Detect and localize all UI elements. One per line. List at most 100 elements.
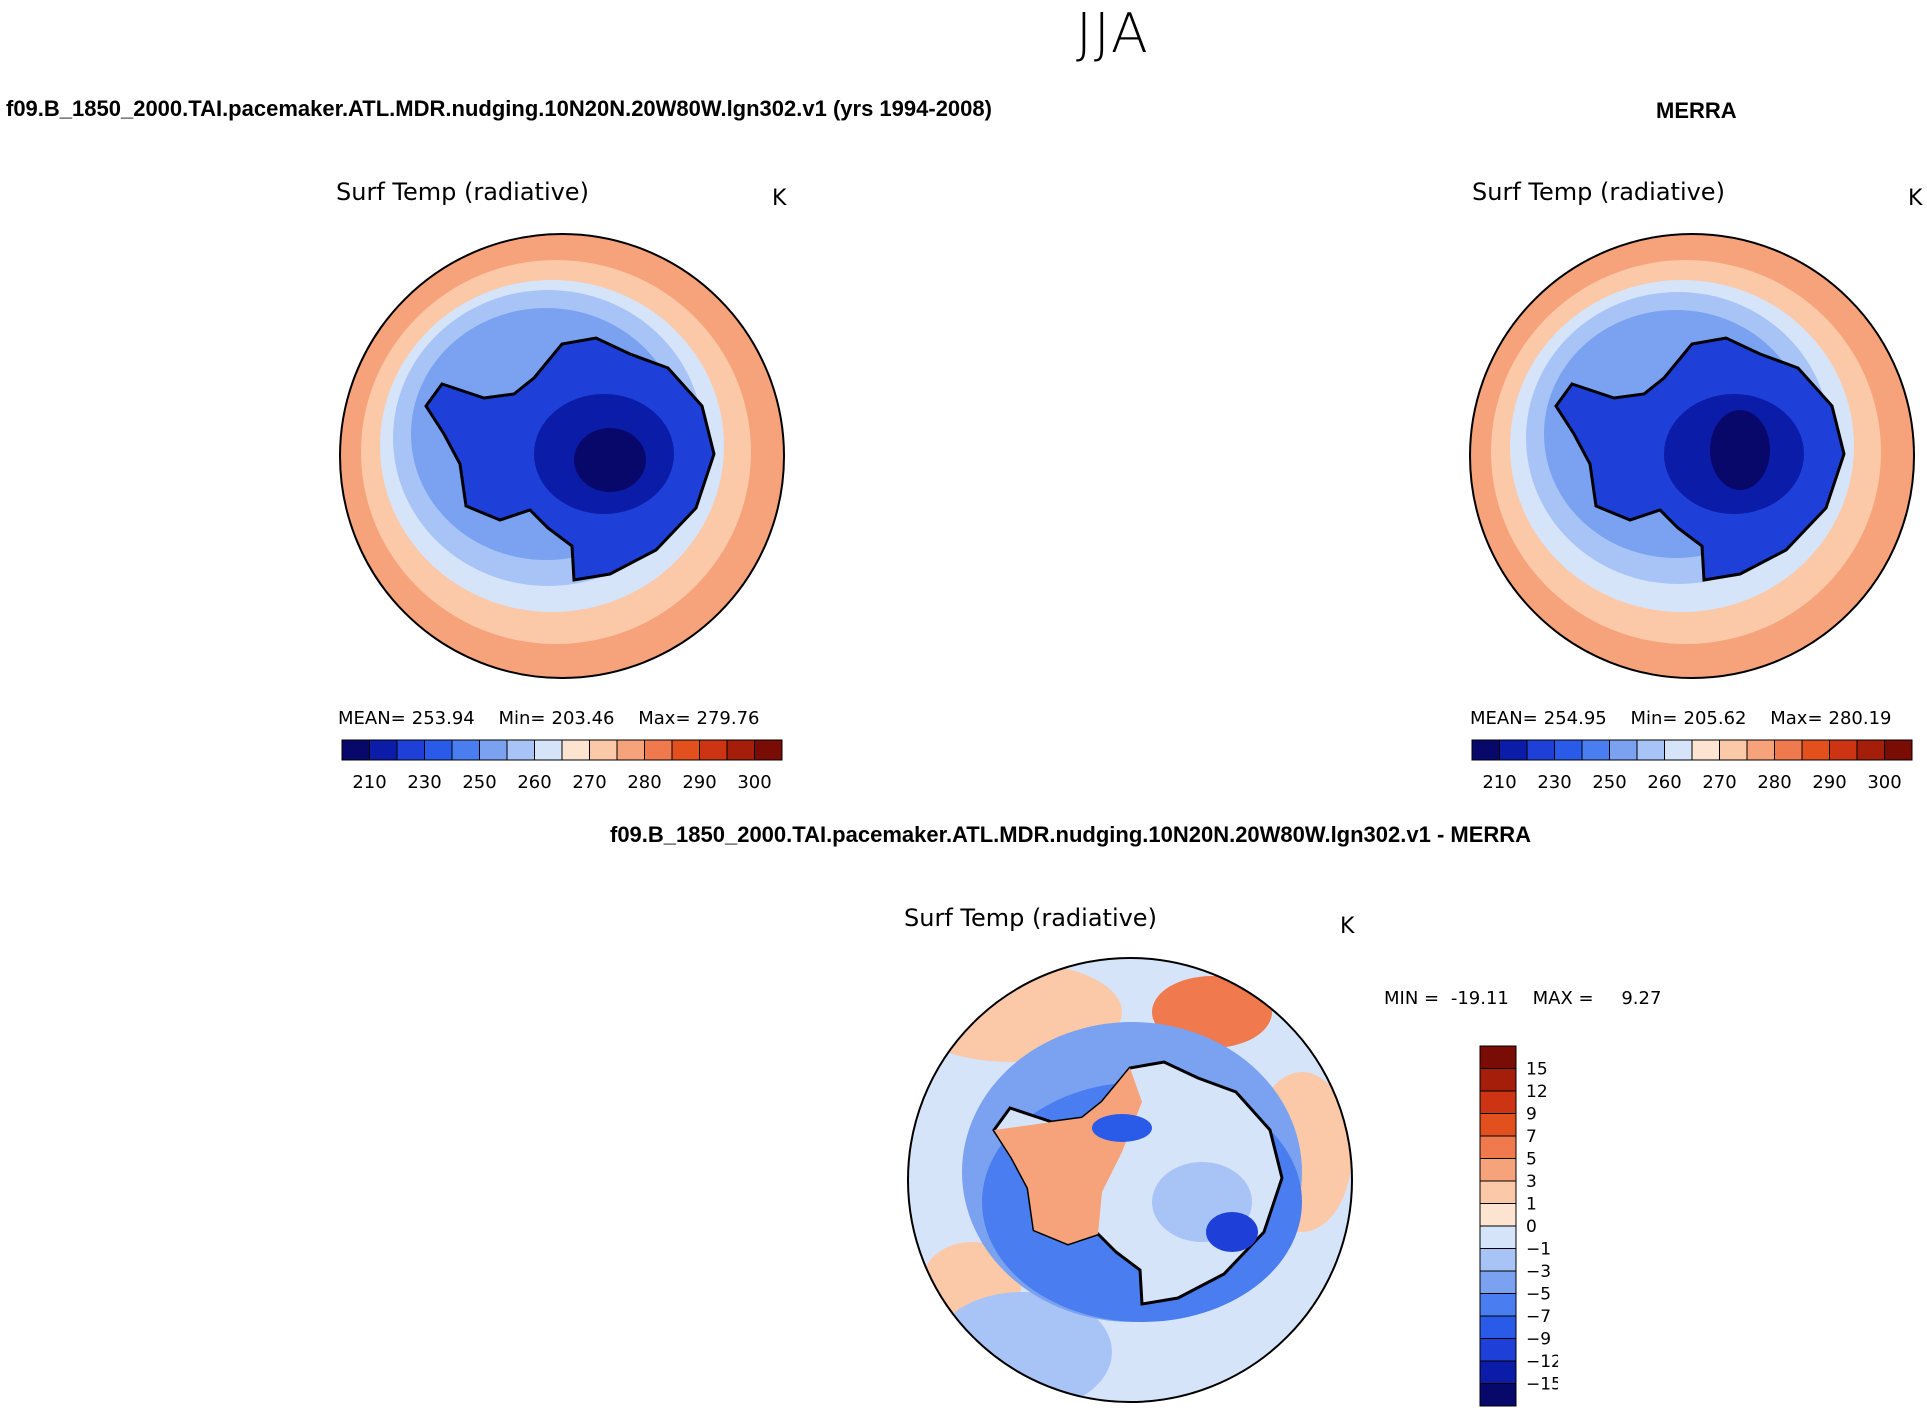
panel-2-colorbar: 210 230 250 260 270 280 290 300 [1471,739,1913,793]
colorbar-swatch [561,739,590,761]
colorbar-swatch [1719,739,1748,761]
colorbar-tick-label: 0 [1526,1217,1537,1237]
diff-case-title: f09.B_1850_2000.TAI.pacemaker.ATL.MDR.nu… [610,822,1532,847]
colorbar-tick-label: 280 [627,772,661,793]
mean-value: 253.94 [411,708,475,729]
colorbar-swatch [1664,739,1693,761]
colorbar-swatch [754,739,783,761]
colorbar-tick-label: 300 [737,772,771,793]
colorbar-swatch [1774,739,1803,761]
colorbar-swatch [1884,739,1913,761]
diff-min-label: MIN = [1384,988,1440,1009]
colorbar-tick-label: 300 [1867,772,1901,793]
max-label: Max= [638,708,691,729]
colorbar-swatch [1499,739,1528,761]
colorbar-swatch [1554,739,1583,761]
max-value: 280.19 [1828,708,1892,729]
panel-1-stats: MEAN= 253.94 Min= 203.46 Max= 279.76 [338,708,778,729]
panel-2-polar-map [1469,233,1915,679]
colorbar-swatch [1479,1315,1517,1339]
colorbar-tick-label: 15 [1526,1060,1548,1080]
colorbar-swatch [1479,1068,1517,1092]
colorbar-tick-label: 230 [1537,772,1571,793]
colorbar-tick-label: −15 [1526,1375,1558,1395]
colorbar-swatch [726,739,755,761]
max-value: 279.76 [696,708,760,729]
min-label: Min= [498,708,546,729]
colorbar-tick-label: 280 [1757,772,1791,793]
min-value: 205.62 [1683,708,1747,729]
diff-max-value: 9.27 [1621,988,1662,1009]
colorbar-tick-label: 3 [1526,1172,1537,1192]
colorbar-swatch [479,739,508,761]
colorbar-swatch [1829,739,1858,761]
colorbar-swatch [616,739,645,761]
colorbar-swatch [1526,739,1555,761]
colorbar-swatch [1636,739,1665,761]
panel-2-var-title: Surf Temp (radiative) [1472,178,1725,206]
colorbar-swatch [1479,1135,1517,1159]
colorbar-swatch [1479,1090,1517,1114]
colorbar-swatch [1691,739,1720,761]
panel-1-var-title: Surf Temp (radiative) [336,178,589,206]
colorbar-swatch [396,739,425,761]
colorbar-swatch [451,739,480,761]
colorbar-swatch [1479,1180,1517,1204]
colorbar-swatch [424,739,453,761]
colorbar-swatch [534,739,563,761]
panel-2-stats: MEAN= 254.95 Min= 205.62 Max= 280.19 [1470,708,1910,729]
panel-1-colorbar: 210 230 250 260 270 280 290 300 [341,739,783,793]
colorbar-tick-label: 290 [682,772,716,793]
panel-3-polar-map [907,957,1353,1403]
season-title: JJA [1076,2,1150,65]
colorbar-swatch [369,739,398,761]
colorbar-tick-label: 270 [1702,772,1736,793]
mean-label: MEAN= [1470,708,1538,729]
colorbar-swatch [699,739,728,761]
colorbar-tick-label: 250 [462,772,496,793]
diff-max-label: MAX = [1532,988,1594,1009]
colorbar-swatch [1479,1248,1517,1272]
colorbar-swatch [1479,1338,1517,1362]
colorbar-swatch [1801,739,1830,761]
panel-1-units: K [772,186,787,211]
colorbar-swatch [1479,1158,1517,1182]
colorbar-tick-label: −1 [1526,1240,1551,1260]
colorbar-swatch [589,739,618,761]
map-core-coldest [574,428,646,492]
map-boundary [1469,233,1915,679]
map-boundary [907,957,1353,1403]
colorbar-swatch [1479,1270,1517,1294]
min-label: Min= [1630,708,1678,729]
colorbar-swatch [1479,1225,1517,1249]
colorbar-tick-label: −7 [1526,1307,1551,1327]
panel-2-units: K [1908,186,1923,211]
diff-peninsula-warm [994,1068,1142,1244]
diff-minmax: MIN = -19.11 MAX = 9.27 [1384,988,1679,1009]
colorbar-swatch [1479,1045,1517,1069]
colorbar-tick-label: 230 [407,772,441,793]
colorbar-swatch [1856,739,1885,761]
colorbar-swatch [1746,739,1775,761]
colorbar-tick-label: 260 [1647,772,1681,793]
colorbar-tick-label: 260 [517,772,551,793]
min-value: 203.46 [551,708,615,729]
colorbar-swatch [1471,739,1500,761]
colorbar-swatch [1581,739,1610,761]
colorbar-tick-label: 210 [352,772,386,793]
diff-interior-cool [1092,1114,1152,1142]
colorbar-tick-label: 12 [1526,1082,1548,1102]
colorbar-tick-label: 7 [1526,1127,1537,1147]
colorbar-tick-label: 270 [572,772,606,793]
colorbar-tick-label: 290 [1812,772,1846,793]
map-boundary [339,233,785,679]
max-label: Max= [1770,708,1823,729]
colorbar-swatch [1479,1293,1517,1317]
colorbar-tick-label: −5 [1526,1285,1551,1305]
colorbar-tick-label: 5 [1526,1150,1537,1170]
colorbar-tick-label: −3 [1526,1262,1551,1282]
colorbar-swatch [1479,1360,1517,1384]
map-core-coldest [1710,410,1770,490]
panel-2-case-title: MERRA [1656,98,1737,123]
mean-value: 254.95 [1543,708,1607,729]
